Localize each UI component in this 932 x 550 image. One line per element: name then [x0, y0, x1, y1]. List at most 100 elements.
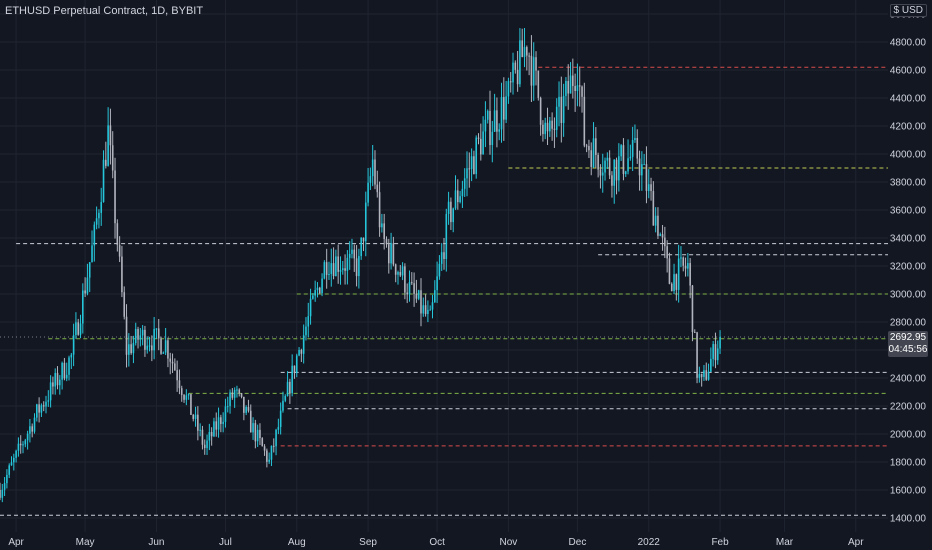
candle-down [700, 373, 703, 377]
candle-up [408, 282, 411, 295]
candle-up [433, 290, 436, 303]
candle-up [484, 119, 487, 132]
candle-up [427, 309, 429, 315]
candle-up [164, 340, 167, 353]
candle-up [236, 389, 238, 391]
candle-down [192, 414, 195, 419]
candle-up [298, 349, 300, 356]
candle-down [450, 201, 452, 223]
candle-up [712, 344, 714, 359]
candle-up [703, 370, 705, 377]
candle-down [362, 237, 365, 242]
candle-up [107, 125, 109, 166]
candle-down [238, 389, 241, 394]
x-tick-label: Dec [569, 537, 587, 548]
candle-up [620, 145, 622, 157]
candle-down [516, 69, 519, 85]
currency-scale-button[interactable]: $ USD [889, 4, 927, 17]
candle-down [608, 157, 611, 176]
candle-up [565, 80, 567, 96]
candle-up [302, 335, 305, 354]
candle-down [300, 349, 303, 354]
candle-down [650, 184, 652, 192]
candle-up [45, 401, 47, 407]
candle-up [687, 263, 689, 269]
candle-up [17, 443, 20, 451]
candle-up [601, 172, 604, 176]
candle-up [558, 96, 560, 107]
candle-up [613, 159, 616, 186]
candle-up [91, 245, 93, 263]
candle-down [137, 329, 139, 340]
candle-down [105, 159, 107, 166]
candle-up [86, 277, 89, 294]
candle-up [440, 252, 443, 264]
candle-down [443, 252, 445, 259]
candle-up [314, 290, 316, 296]
candle-down [578, 85, 581, 87]
candle-down [52, 382, 54, 387]
candle-up [141, 329, 144, 336]
candle-down [84, 290, 86, 294]
candle-down [169, 358, 172, 362]
candle-down [325, 262, 328, 275]
candle-down [178, 380, 181, 389]
candle-down [503, 97, 505, 120]
candle-down [160, 338, 162, 354]
candle-down [114, 170, 116, 224]
candle-up [36, 404, 38, 418]
candle-down [387, 244, 390, 264]
candle-down [19, 443, 22, 446]
candle-up [1, 489, 4, 498]
last-price-badge: 2692.95 04:45:56 [888, 330, 928, 357]
candle-down [509, 81, 512, 83]
candle-up [618, 156, 620, 181]
candle-up [295, 355, 298, 374]
last-price-value: 2692.95 [889, 331, 927, 343]
y-tick-label: 2000.00 [890, 430, 927, 441]
y-tick-label: 2400.00 [890, 374, 927, 385]
candle-up [505, 96, 507, 120]
candle-up [82, 290, 84, 324]
candle-up [466, 168, 468, 179]
candle-up [569, 75, 572, 94]
candle-down [590, 150, 593, 167]
x-tick-label: 2022 [638, 537, 661, 548]
candle-down [176, 370, 178, 381]
candle-up [213, 421, 215, 437]
candle-down [355, 258, 358, 277]
candle-down [670, 283, 673, 292]
candle-up [592, 138, 595, 167]
candle-up [284, 395, 287, 401]
candle-up [256, 429, 259, 442]
candle-up [12, 457, 15, 463]
candle-up [627, 158, 629, 172]
candle-up [279, 410, 282, 427]
candle-down [684, 265, 687, 269]
candle-up [341, 268, 344, 270]
candle-up [98, 212, 100, 219]
candle-up [482, 131, 484, 155]
candle-down [539, 97, 542, 125]
candle-up [47, 400, 50, 402]
candle-up [29, 426, 31, 434]
candle-down [705, 370, 708, 380]
x-tick-label: Feb [711, 537, 729, 548]
candle-up [710, 358, 712, 372]
candle-down [572, 75, 574, 87]
candle-down [689, 263, 691, 286]
candle-down [682, 257, 685, 266]
candle-down [293, 365, 296, 374]
candle-up [436, 276, 438, 291]
bar-countdown: 04:45:56 [888, 343, 928, 355]
candle-down [611, 175, 613, 186]
candle-down [528, 55, 530, 57]
symbol-title[interactable]: ETHUSD Perpetual Contract, 1D, BYBIT [5, 5, 204, 17]
candle-down [668, 258, 671, 284]
candle-down [332, 263, 335, 277]
candle-up [59, 379, 61, 386]
candle-up [146, 345, 149, 350]
y-tick-label: 1600.00 [890, 486, 927, 497]
